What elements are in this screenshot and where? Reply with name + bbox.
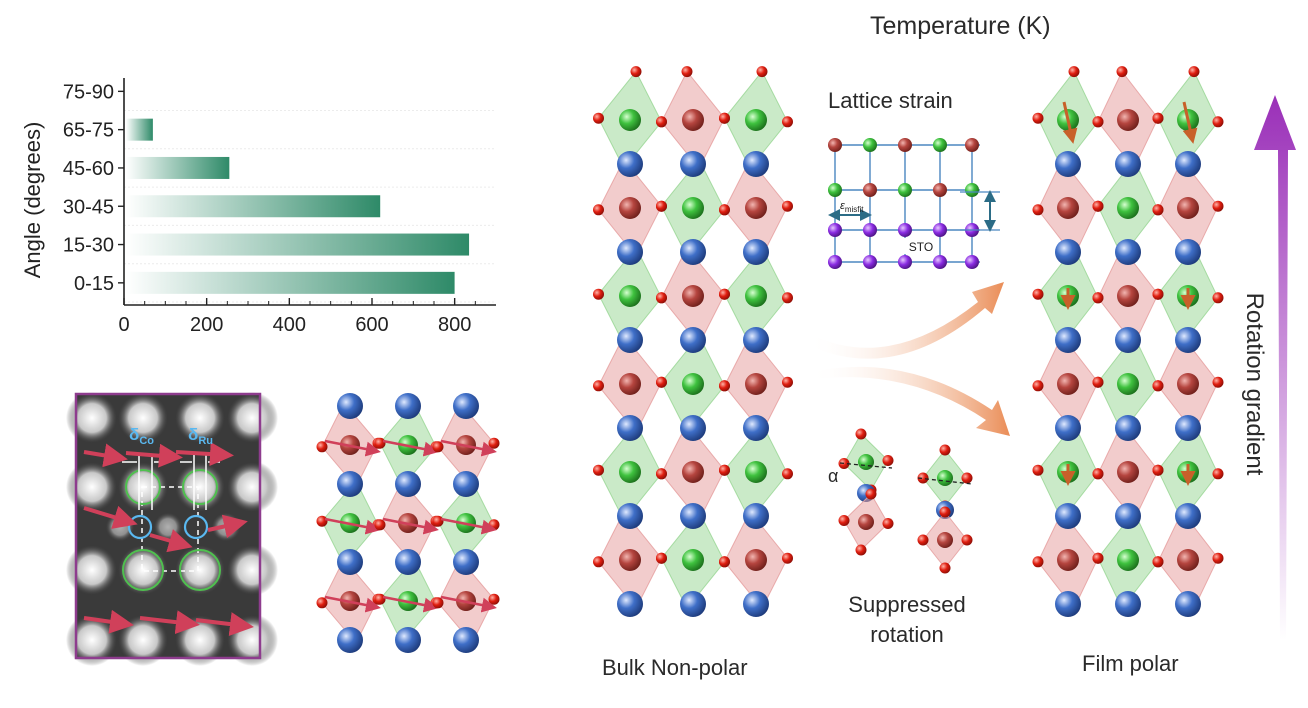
film-polar-structure	[1032, 66, 1224, 617]
suppressed-line-2: rotation	[870, 622, 944, 647]
bar-30-45	[126, 195, 381, 218]
y-tick-label: 45-60	[63, 158, 114, 180]
x-tick-label: 400	[273, 314, 306, 336]
lattice-strain-diagram: εmisfit STO	[828, 138, 1000, 269]
delta-co-label: δCo	[129, 425, 154, 447]
bulk-nonpolar-structure	[593, 66, 793, 617]
y-tick-label: 75-90	[63, 81, 114, 103]
flow-arrow-lower	[810, 366, 1010, 436]
film-label: Film polar	[1082, 651, 1179, 676]
lattice-strain-title: Lattice strain	[828, 88, 953, 113]
chart-x-ticks: 0 200 400 600 800	[118, 298, 476, 336]
misfit-label: εmisfit	[840, 200, 864, 214]
x-tick-label: 0	[118, 314, 129, 336]
bar-0-15	[126, 271, 455, 294]
small-octahedral-structure	[316, 393, 500, 653]
rotation-gradient-label: Rotation gradient	[1241, 292, 1268, 476]
bar-45-60	[126, 156, 230, 179]
chart-bars	[124, 110, 496, 303]
y-tick-label: 65-75	[63, 120, 114, 142]
delta-ru-label: δRu	[188, 425, 213, 447]
stem-image-panel: δCo δRu	[66, 392, 278, 666]
stem-frame	[74, 392, 262, 660]
sto-label: STO	[909, 240, 933, 254]
bulk-label: Bulk Non-polar	[602, 655, 748, 680]
chart-y-axis-label: Angle (degrees)	[20, 122, 45, 279]
x-tick-label: 200	[190, 314, 223, 336]
suppressed-rotation-label: Suppressed rotation	[822, 590, 992, 650]
x-tick-label: 800	[438, 314, 471, 336]
chart-y-ticks: 0-15 15-30 30-45 45-60 65-75 75-90	[63, 81, 124, 295]
y-tick-label: 0-15	[74, 273, 114, 295]
suppressed-rotation-diagram	[838, 428, 973, 574]
bar-65-75	[126, 118, 153, 141]
temperature-label: Temperature (K)	[870, 12, 1051, 40]
y-tick-label: 30-45	[63, 196, 114, 218]
angle-histogram: 0 200 400 600 800 0-15 15-30 30-45 45-60 65-75 75…	[20, 78, 496, 336]
y-tick-label: 15-30	[63, 235, 114, 257]
x-tick-label: 600	[355, 314, 388, 336]
rotation-gradient-arrow	[1254, 95, 1296, 640]
alpha-label: α	[828, 466, 839, 486]
flow-arrows	[808, 282, 1010, 436]
bar-15-30	[126, 233, 470, 256]
flow-arrow-upper	[808, 282, 1004, 359]
suppressed-line-1: Suppressed	[848, 592, 966, 617]
